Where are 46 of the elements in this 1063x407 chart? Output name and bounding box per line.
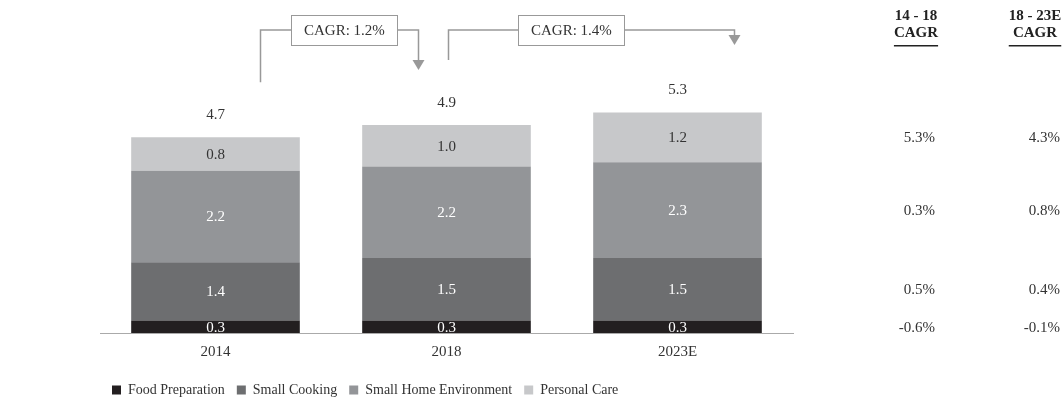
data-label: 1.4: [206, 283, 226, 300]
bar: [362, 258, 531, 321]
data-label: 0.3: [206, 318, 225, 335]
data-label: 1.2: [668, 129, 687, 146]
data-label: 0.3: [437, 318, 456, 335]
data-label: 2.3: [668, 202, 687, 219]
x-tick-label: 2014: [200, 342, 231, 359]
text: -0.1%: [1023, 318, 1060, 335]
bar: [131, 137, 300, 171]
bar: [362, 320, 531, 333]
bar: [131, 170, 300, 263]
bar: [593, 320, 762, 333]
data-label: 2.2: [206, 208, 225, 225]
legend-label: Small Home Environment: [365, 381, 513, 397]
total-label: 5.3: [668, 81, 687, 98]
text: 4.3%: [1028, 129, 1060, 146]
text: 14 - 18 CAGR: [893, 6, 939, 40]
bar: [362, 124, 531, 167]
bar: [593, 258, 762, 321]
x-tick-label: 2018: [431, 342, 462, 359]
text: 0.4%: [1028, 281, 1060, 298]
bar: [362, 166, 531, 259]
text: 18 - 23E CAGR: [1008, 6, 1062, 40]
bar: [131, 262, 300, 321]
legend-label: Personal Care: [540, 381, 619, 397]
bar: [131, 320, 300, 333]
legend-label: Small Cooking: [252, 381, 338, 397]
text: CAGR: 1.4%: [518, 14, 625, 46]
data-label: 0.3: [668, 318, 687, 335]
text: 0.5%: [903, 281, 935, 298]
total-label: 4.9: [437, 93, 456, 110]
bar: [593, 112, 762, 163]
text: 0.3%: [903, 202, 935, 219]
text: 5.3%: [903, 129, 935, 146]
x-tick-label: 2023E: [657, 342, 698, 359]
data-label: 0.8: [206, 145, 225, 162]
text: CAGR: 1.2%: [291, 14, 398, 46]
data-label: 1.0: [437, 137, 456, 154]
legend-label: Food Preparation: [128, 381, 225, 397]
bar: [593, 162, 762, 259]
text: 0.8%: [1028, 202, 1060, 219]
data-label: 1.5: [437, 281, 456, 298]
total-label: 4.7: [206, 106, 226, 123]
data-label: 1.5: [668, 281, 687, 298]
data-label: 2.2: [437, 204, 456, 221]
text: -0.6%: [898, 318, 935, 335]
